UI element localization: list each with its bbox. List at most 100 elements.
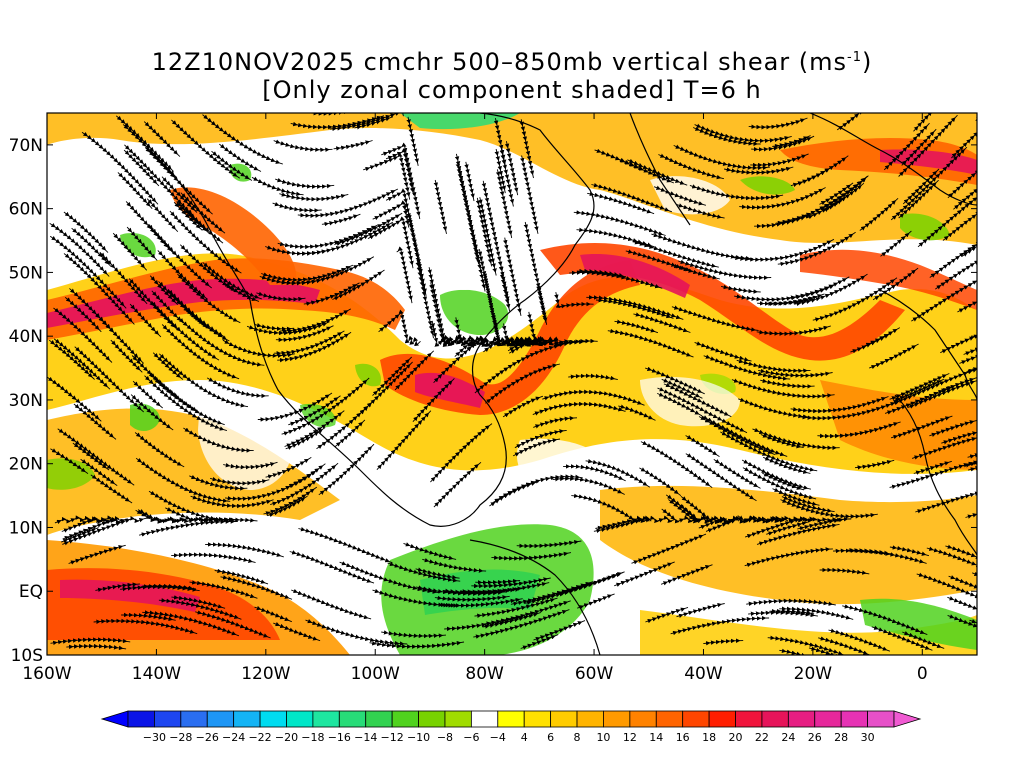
- colorbar-label: −28: [169, 731, 192, 744]
- colorbar-swatch: [391, 710, 419, 728]
- lon-label: 40W: [684, 664, 723, 684]
- streamline: [724, 166, 794, 175]
- streamline: [142, 610, 240, 637]
- title-line-2: [Only zonal component shaded] T=6 h: [262, 76, 762, 104]
- streamline: [415, 259, 435, 339]
- streamline: [223, 461, 278, 470]
- title-line-1: 12Z10NOV2025 cmchr 500–850mb vertical sh…: [0, 44, 1024, 76]
- streamline: [930, 113, 970, 115]
- streamline: [298, 527, 393, 564]
- streamline: [972, 571, 977, 603]
- streamline: [254, 605, 292, 623]
- streamline: [744, 547, 833, 568]
- streamline: [817, 421, 901, 439]
- streamline: [756, 325, 831, 337]
- streamline: [475, 578, 521, 585]
- colorbar-swatch: [735, 710, 763, 728]
- streamline: [205, 542, 284, 558]
- streamline: [694, 341, 752, 362]
- streamline: [685, 453, 757, 502]
- colorbar-label: −6: [463, 731, 479, 744]
- streamline: [780, 498, 878, 519]
- streamline: [793, 273, 868, 307]
- streamline: [493, 118, 507, 168]
- streamline: [631, 533, 707, 565]
- lat-label: 10N: [9, 518, 43, 538]
- streamline: [224, 468, 319, 502]
- colorbar-label: −30: [143, 731, 166, 744]
- streamline: [153, 378, 225, 426]
- streamline: [607, 328, 694, 358]
- title-unit-superscript: -1: [847, 50, 863, 65]
- streamline: [523, 221, 548, 325]
- streamline: [657, 387, 748, 434]
- colorbar-label: −18: [301, 731, 324, 744]
- streamline: [95, 582, 140, 593]
- colorbar-label: 20: [729, 731, 743, 744]
- streamline: [438, 597, 523, 608]
- streamline: [618, 404, 656, 421]
- lon-label: 120W: [241, 664, 290, 684]
- colorbar-swatch: [867, 710, 895, 728]
- lon-label: 0: [917, 664, 928, 684]
- colorbar-swatch: [259, 710, 287, 728]
- streamline: [275, 325, 334, 343]
- streamline: [576, 268, 627, 278]
- streamline: [394, 350, 435, 391]
- lon-label: 60W: [575, 664, 614, 684]
- colorbar-label: −12: [381, 731, 404, 744]
- streamline: [961, 236, 977, 257]
- streamline: [614, 561, 675, 587]
- streamline: [332, 269, 385, 301]
- streamline: [731, 378, 835, 399]
- colorbar-swatch: [576, 710, 604, 728]
- streamline: [57, 428, 135, 486]
- colorbar-swatch: [497, 710, 525, 728]
- streamline: [533, 620, 586, 642]
- streamline: [738, 397, 811, 419]
- streamline: [963, 454, 977, 468]
- streamline: [668, 499, 727, 525]
- colorbar-swatch: [523, 710, 552, 728]
- lon-label: 160W: [22, 664, 71, 684]
- longitude-axis: 160W 140W 120W 100W 80W 60W 40W 20W 0: [22, 113, 928, 684]
- streamline: [951, 113, 977, 159]
- streamline: [63, 253, 135, 325]
- streamline: [819, 567, 870, 575]
- streamline: [645, 606, 689, 624]
- streamline: [703, 638, 744, 646]
- streamline: [66, 643, 127, 651]
- streamline: [880, 230, 912, 257]
- streamline: [554, 292, 594, 309]
- colorbar-label: 30: [861, 731, 875, 744]
- streamline: [396, 246, 413, 304]
- streamline: [403, 542, 457, 560]
- streamline: [911, 430, 977, 460]
- streamline: [916, 572, 977, 609]
- streamline: [842, 604, 928, 636]
- title-line-1-close: ): [862, 48, 873, 76]
- colorbar-label: 26: [808, 731, 822, 744]
- streamline: [64, 296, 102, 333]
- streamline: [969, 619, 977, 641]
- streamline: [288, 395, 341, 427]
- colorbar-label: −22: [248, 731, 271, 744]
- streamline: [940, 332, 977, 354]
- streamline: [501, 323, 539, 347]
- lat-label: 50N: [9, 263, 43, 283]
- streamline: [149, 275, 179, 306]
- streamline: [189, 474, 248, 491]
- lat-label: 20N: [9, 455, 43, 475]
- streamline: [907, 380, 977, 409]
- streamline: [889, 545, 930, 557]
- lat-label: EQ: [19, 582, 43, 602]
- streamline: [587, 191, 655, 215]
- streamline: [673, 144, 771, 171]
- streamline: [593, 515, 652, 534]
- streamline: [305, 618, 408, 646]
- colorbar-label: 22: [755, 731, 769, 744]
- colorbar-label: 12: [623, 731, 637, 744]
- colorbar-swatch: [629, 710, 657, 728]
- latitude-axis: 70N 60N 50N 40N 30N 20N 10N EQ 10S: [9, 136, 977, 666]
